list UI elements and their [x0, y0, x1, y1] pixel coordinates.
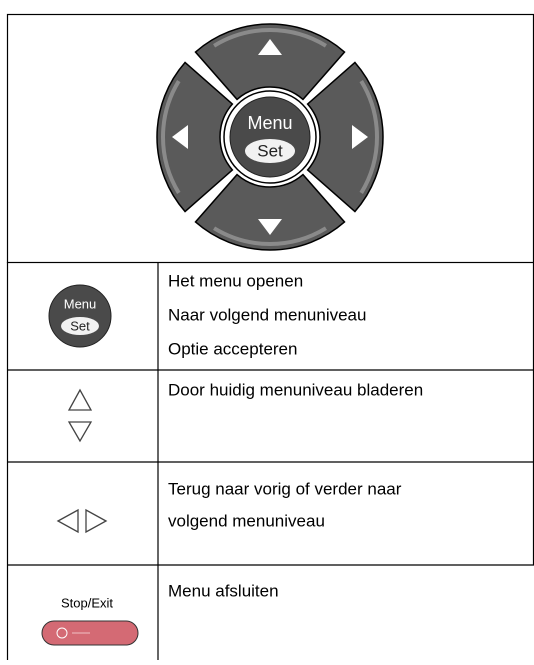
dial-segment — [306, 61, 384, 213]
dial-segment — [156, 61, 234, 213]
arrow-icons — [56, 388, 108, 534]
menu-icon — [48, 284, 112, 348]
right-icon — [85, 508, 108, 534]
dial-highlight — [359, 80, 379, 194]
dial-arrow — [352, 125, 368, 149]
row-text: Terug naar vorig of verder naar — [168, 479, 402, 498]
dial-highlight — [213, 226, 327, 246]
dial-highlight — [213, 28, 327, 48]
icon-set: Set — [70, 318, 90, 333]
row-text: Optie accepteren — [168, 339, 297, 358]
row-text: Door huidig menuniveau bladeren — [168, 380, 423, 399]
dial-set: Set — [257, 141, 283, 160]
icon-menu: Menu — [64, 296, 97, 311]
dial-arrow — [258, 219, 282, 235]
stop-symbol — [56, 627, 68, 639]
down-icon — [67, 421, 93, 443]
dial-segment — [194, 173, 346, 251]
stop-label: Stop/Exit — [61, 595, 113, 610]
dial — [156, 23, 384, 251]
dial-highlight — [161, 80, 181, 194]
dial-arrow — [258, 39, 282, 55]
set-ellipse — [245, 139, 295, 163]
row-text: Het menu openen — [168, 271, 303, 290]
table-lines — [6, 13, 534, 660]
set-ellipse — [61, 317, 99, 335]
row-text: Menu afsluiten — [168, 581, 279, 600]
dial-menu: Menu — [247, 113, 292, 133]
left-icon — [56, 508, 79, 534]
row-text: Naar volgend menuniveau — [168, 305, 366, 324]
row-texts: Het menu openen Naar volgend menuniveau Op… — [168, 271, 423, 600]
up-icon — [67, 388, 93, 411]
dial-segment — [194, 23, 346, 101]
dial-arrow — [172, 125, 188, 149]
center-button — [229, 96, 311, 178]
row-text: volgend menuniveau — [168, 511, 325, 530]
